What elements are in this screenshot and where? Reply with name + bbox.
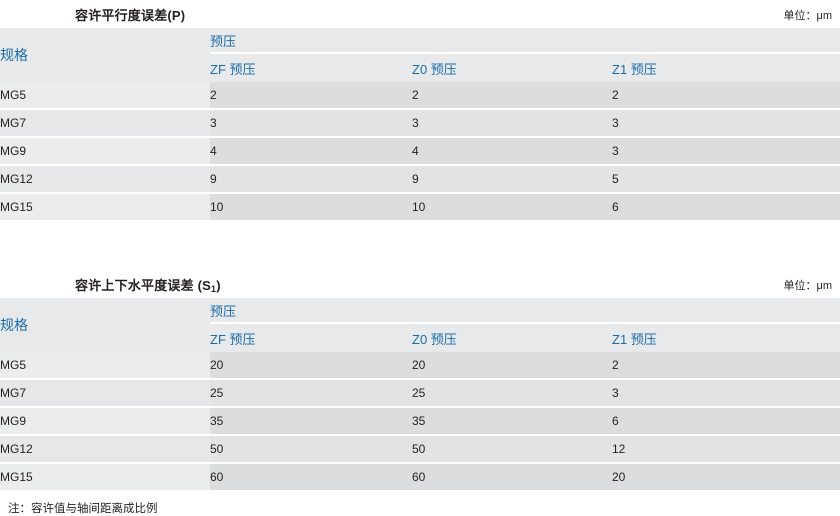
header-col-zf: ZF 预压 <box>210 53 412 82</box>
table-title: 容许上下水平度误差 (S1) <box>75 275 221 294</box>
cell-spec: MG7 <box>0 109 210 138</box>
table-title-subscript: 1 <box>211 284 217 294</box>
cell-spec: MG9 <box>0 137 210 166</box>
table-body: MG5 2 2 2 MG7 3 3 3 MG9 4 4 3 <box>0 82 840 220</box>
cell-z1: 20 <box>612 463 840 490</box>
header-sub-row: ZF 预压 Z0 预压 Z1 预压 <box>0 53 840 82</box>
cell-spec: MG9 <box>0 407 210 436</box>
cell-z1: 12 <box>612 435 840 464</box>
cell-z1: 6 <box>612 407 840 436</box>
table-block-parallelism: 容许平行度误差(P) 单位：μm 规格 预压 ZF 预压 Z0 预压 Z1 预压 <box>0 0 840 220</box>
cell-z0: 20 <box>412 352 612 380</box>
footnote: 注：容许值与轴间距离成比例 <box>8 503 158 515</box>
cell-z1: 2 <box>612 352 840 380</box>
cell-zf: 4 <box>210 137 412 166</box>
cell-z0: 10 <box>412 193 612 220</box>
cell-z0: 9 <box>412 165 612 194</box>
section-spacer <box>0 220 840 270</box>
table-caption-horizontality: 容许上下水平度误差 (S1) 单位：μm <box>0 270 840 298</box>
cell-z1: 3 <box>612 137 840 166</box>
table-unit-label: 单位：μm <box>783 10 832 22</box>
header-col-z0: Z0 预压 <box>412 323 612 352</box>
header-group-row: 规格 预压 <box>0 298 840 352</box>
cell-z1: 6 <box>612 193 840 220</box>
table-title-prefix: 容许上下水平度误差 (S <box>75 278 212 293</box>
table-title: 容许平行度误差(P) <box>75 8 186 23</box>
table-row: MG12 9 9 5 <box>0 165 840 194</box>
cell-z0: 60 <box>412 463 612 490</box>
cell-zf: 2 <box>210 82 412 110</box>
cell-spec: MG5 <box>0 82 210 110</box>
table-unit-label: 单位：μm <box>783 280 832 292</box>
header-group-row: 规格 预压 <box>0 28 840 82</box>
header-col-z1: Z1 预压 <box>612 323 840 352</box>
cell-z1: 3 <box>612 379 840 408</box>
table-row: MG15 10 10 6 <box>0 193 840 220</box>
cell-zf: 25 <box>210 379 412 408</box>
header-group-preload: 预压 <box>210 28 840 54</box>
horizontality-table: 规格 预压 ZF 预压 Z0 预压 Z1 预压 MG5 20 20 2 MG7 <box>0 298 840 490</box>
cell-spec: MG15 <box>0 463 210 490</box>
cell-zf: 60 <box>210 463 412 490</box>
table-header: 规格 预压 ZF 预压 Z0 预压 Z1 预压 <box>0 298 840 352</box>
table-row: MG12 50 50 12 <box>0 435 840 464</box>
cell-zf: 35 <box>210 407 412 436</box>
header-col-z0: Z0 预压 <box>412 53 612 82</box>
table-body: MG5 20 20 2 MG7 25 25 3 MG9 35 35 6 <box>0 352 840 490</box>
table-caption-parallelism: 容许平行度误差(P) 单位：μm <box>0 0 840 28</box>
parallelism-table: 规格 预压 ZF 预压 Z0 预压 Z1 预压 MG5 2 2 2 MG7 <box>0 28 840 220</box>
cell-z1: 2 <box>612 82 840 110</box>
table-header: 规格 预压 ZF 预压 Z0 预压 Z1 预压 <box>0 28 840 82</box>
cell-z0: 50 <box>412 435 612 464</box>
cell-z1: 3 <box>612 109 840 138</box>
header-group-preload: 预压 <box>210 298 840 324</box>
table-title-suffix: ) <box>216 278 221 293</box>
cell-zf: 9 <box>210 165 412 194</box>
header-spec: 规格 <box>0 298 210 352</box>
cell-zf: 20 <box>210 352 412 380</box>
header-col-zf: ZF 预压 <box>210 323 412 352</box>
cell-zf: 3 <box>210 109 412 138</box>
cell-z1: 5 <box>612 165 840 194</box>
cell-z0: 35 <box>412 407 612 436</box>
header-col-z1: Z1 预压 <box>612 53 840 82</box>
table-row: MG15 60 60 20 <box>0 463 840 490</box>
table-row: MG9 4 4 3 <box>0 137 840 166</box>
cell-zf: 10 <box>210 193 412 220</box>
cell-spec: MG7 <box>0 379 210 408</box>
cell-z0: 25 <box>412 379 612 408</box>
table-row: MG7 25 25 3 <box>0 379 840 408</box>
cell-spec: MG5 <box>0 352 210 380</box>
cell-z0: 3 <box>412 109 612 138</box>
header-spec: 规格 <box>0 28 210 82</box>
cell-z0: 2 <box>412 82 612 110</box>
header-sub-row: ZF 预压 Z0 预压 Z1 预压 <box>0 323 840 352</box>
table-row: MG9 35 35 6 <box>0 407 840 436</box>
table-row: MG5 20 20 2 <box>0 352 840 380</box>
cell-spec: MG12 <box>0 165 210 194</box>
table-row: MG7 3 3 3 <box>0 109 840 138</box>
cell-zf: 50 <box>210 435 412 464</box>
table-row: MG5 2 2 2 <box>0 82 840 110</box>
cell-spec: MG15 <box>0 193 210 220</box>
cell-spec: MG12 <box>0 435 210 464</box>
table-block-horizontality: 容许上下水平度误差 (S1) 单位：μm 规格 预压 ZF 预压 Z0 预压 Z… <box>0 270 840 490</box>
cell-z0: 4 <box>412 137 612 166</box>
